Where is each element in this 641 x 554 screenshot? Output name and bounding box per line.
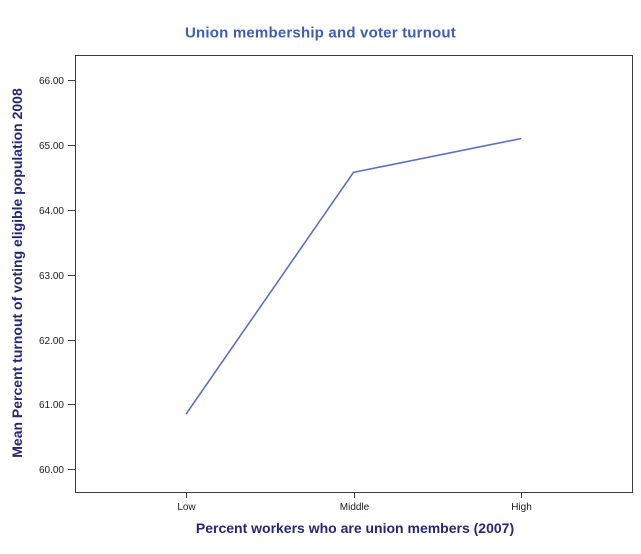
- x-tick-label: Middle: [340, 502, 370, 513]
- y-tick-label: 60.00: [39, 465, 64, 476]
- data-line: [185, 137, 522, 415]
- y-tick-label: 65.00: [39, 141, 64, 152]
- chart-title: Union membership and voter turnout: [185, 24, 456, 42]
- y-tick-label: 61.00: [39, 400, 64, 411]
- y-tick-label: 64.00: [39, 206, 64, 217]
- x-tick-label: High: [511, 502, 532, 513]
- y-tick-label: 63.00: [39, 271, 64, 282]
- x-axis-title: Percent workers who are union members (2…: [195, 520, 515, 536]
- plot-frame: [75, 55, 633, 493]
- y-tick-label: 62.00: [39, 336, 64, 347]
- y-tick-label: 66.00: [39, 76, 64, 87]
- x-tick-label: Low: [177, 502, 196, 513]
